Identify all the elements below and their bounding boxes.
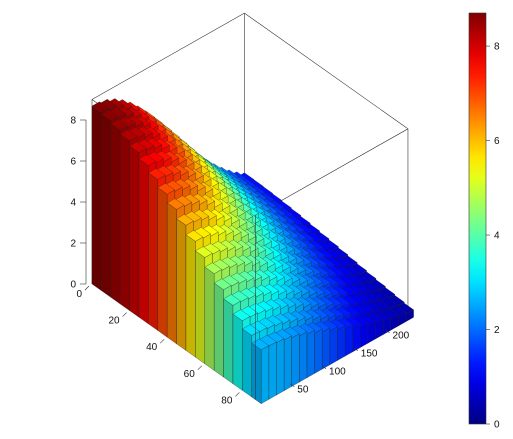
- bar-side-face: [214, 282, 224, 378]
- bar-side-face: [185, 234, 196, 358]
- bar-side-face: [195, 250, 205, 365]
- bar-top-face: [110, 118, 129, 131]
- x-tick-label: 0: [76, 289, 82, 300]
- x-tick-mark: [159, 338, 165, 344]
- bar-top-face: [232, 309, 251, 321]
- bar-top-face: [91, 101, 110, 113]
- z-tick-label: 8: [70, 116, 76, 127]
- bar-side-face: [101, 113, 111, 298]
- bar-front-face: [337, 325, 346, 361]
- y-axis: 50 100 150 200: [290, 329, 410, 396]
- colorbar-tick-label: 2: [494, 325, 500, 336]
- bar-top-face: [166, 198, 185, 210]
- colorbar-gradient: [468, 12, 487, 425]
- bar-side-face: [91, 105, 102, 291]
- bar-front-face: [329, 326, 338, 366]
- y-tick-mark: [321, 365, 327, 369]
- y-tick-mark: [385, 329, 390, 333]
- bar-top-face: [185, 230, 204, 242]
- bar-side-face: [204, 266, 215, 371]
- bar-top-face: [138, 154, 157, 166]
- y-tick-mark: [353, 347, 358, 351]
- x-tick-label: 80: [221, 395, 233, 406]
- bar-front-face: [268, 341, 277, 400]
- bar-front-face: [291, 333, 300, 387]
- bar-top-face: [119, 129, 138, 141]
- bar-side-face: [223, 298, 234, 385]
- bar-front-face: [344, 324, 353, 357]
- bar-side-face: [148, 172, 158, 331]
- bar-group: [91, 98, 414, 404]
- bar-front-face: [299, 331, 308, 383]
- colorbar-tick-label: 0: [494, 420, 500, 431]
- bar: [251, 338, 270, 404]
- bar-side-face: [176, 218, 187, 351]
- x-tick-label: 40: [146, 342, 158, 353]
- x-axis: 0 20 40 60 80: [76, 285, 240, 406]
- bar-side-face: [129, 145, 140, 318]
- bar-side-face: [110, 123, 121, 305]
- y-tick-label: 100: [329, 367, 346, 378]
- colorbar: 0 2 4 6 8: [468, 12, 500, 431]
- bar-side-face: [120, 133, 130, 311]
- bar-side-face: [138, 158, 149, 325]
- bar-front-face: [314, 328, 323, 374]
- bar-top-face: [204, 262, 223, 274]
- bar-top-face: [223, 294, 241, 306]
- bar-front-face: [322, 327, 330, 370]
- colorbar-tick-label: 6: [494, 136, 500, 147]
- x-tick-label: 20: [108, 316, 120, 327]
- bar-top-face: [176, 214, 194, 226]
- x-tick-mark: [197, 365, 203, 371]
- bar-top-face: [195, 246, 213, 258]
- colorbar-tick-label: 4: [494, 231, 500, 242]
- box-edge-top-left: [91, 12, 245, 100]
- z-tick-label: 0: [70, 280, 76, 291]
- bar-side-face: [242, 328, 252, 398]
- bar-front-face: [352, 323, 361, 353]
- x-tick-mark: [235, 392, 240, 397]
- bar-front-face: [283, 335, 292, 391]
- bar-top-face: [213, 278, 232, 290]
- bar-top-face: [157, 183, 176, 195]
- bar-top-face: [251, 338, 270, 351]
- z-axis: 0 2 4 6 8: [70, 116, 87, 291]
- bar-side-face: [232, 313, 243, 391]
- bar-top-face: [242, 324, 260, 336]
- box-edge-top-right: [244, 12, 409, 130]
- x-tick-mark: [122, 312, 127, 317]
- bar-side-face: [167, 202, 177, 345]
- z-tick-label: 2: [70, 239, 76, 250]
- y-tick-label: 150: [361, 349, 378, 360]
- bar-top-face: [129, 141, 147, 153]
- bar-front-face: [276, 338, 285, 396]
- z-tick-label: 4: [70, 198, 76, 209]
- bar-top-face: [101, 109, 119, 121]
- colorbar-tick-label: 8: [494, 42, 500, 53]
- z-tick-label: 6: [70, 157, 76, 168]
- bar-side-face: [157, 187, 168, 338]
- y-tick-label: 200: [393, 331, 410, 342]
- bar-top-face: [148, 168, 166, 180]
- bar-side-face: [251, 342, 262, 404]
- y-tick-label: 50: [297, 385, 309, 396]
- x-tick-mark: [84, 285, 90, 291]
- bar-front-face: [261, 345, 269, 404]
- x-tick-label: 60: [184, 369, 196, 380]
- y-tick-mark: [290, 383, 295, 387]
- bar-front-face: [306, 329, 315, 379]
